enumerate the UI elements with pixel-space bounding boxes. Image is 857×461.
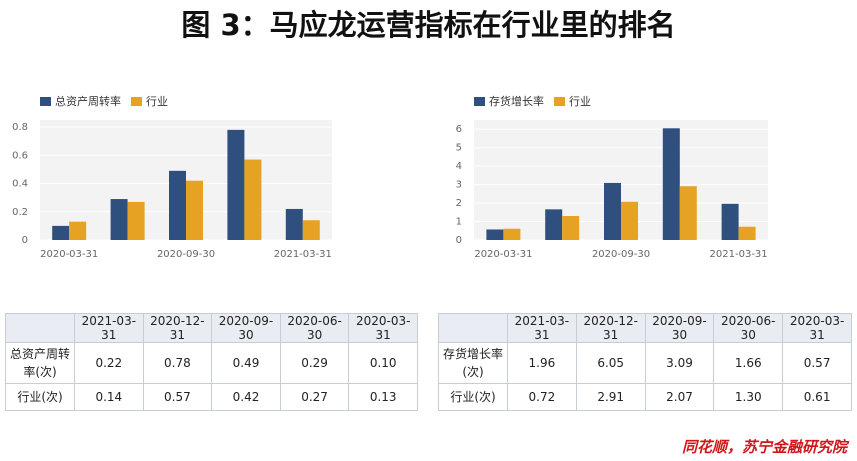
table-cell: 0.78 <box>142 342 213 384</box>
y-tick-label: 1 <box>456 217 462 228</box>
header-cell: 2020-09-30 <box>211 313 281 343</box>
legend-label: 总资产周转率 <box>55 94 121 108</box>
legend-swatch <box>554 97 565 106</box>
row-label: 总资产周转率(次) <box>5 342 75 384</box>
bar <box>486 229 504 240</box>
table-cell: 0.57 <box>782 342 852 384</box>
header-cell: 2020-09-30 <box>644 313 715 343</box>
bar <box>604 182 621 240</box>
corner-cell <box>5 313 75 343</box>
y-tick-label: 6 <box>456 124 462 135</box>
y-tick-label: 0.4 <box>12 179 28 190</box>
table-cell: 6.05 <box>575 342 646 384</box>
bar <box>503 228 521 240</box>
legend-label: 行业 <box>146 95 168 108</box>
x-tick-label: 2021-03-31 <box>710 249 768 260</box>
x-tick-label: 2020-03-31 <box>474 249 532 260</box>
header-cell: 2021-03-31 <box>507 313 577 343</box>
bar <box>169 170 186 240</box>
table-cell: 0.29 <box>279 342 350 384</box>
bar <box>302 220 320 240</box>
bar <box>621 201 638 240</box>
table-cell: 2.91 <box>575 383 646 411</box>
table-cell: 0.61 <box>782 383 852 411</box>
y-tick-label: 5 <box>456 143 462 154</box>
chart: 0 0.2 0.4 0.6 0.8 总资产周转率 行业 2020-03-31 2020-09-3… <box>12 94 768 260</box>
legend-label: 存货增长率 <box>489 94 544 108</box>
table-cell: 0.49 <box>211 342 281 384</box>
table-cell: 0.57 <box>142 383 213 411</box>
row-label: 行业(次) <box>5 383 75 411</box>
table-cell: 1.96 <box>507 342 577 384</box>
header-cell: 2020-03-31 <box>348 313 418 343</box>
bar <box>127 201 145 240</box>
x-tick-label: 2020-09-30 <box>592 249 650 260</box>
table-cell: 1.30 <box>713 383 784 411</box>
y-tick-label: 0.2 <box>12 207 28 218</box>
y-tick-label: 4 <box>456 161 462 172</box>
header-row: 2021-03-31 2020-12-31 2020-09-30 2020-06-30… <box>438 313 852 343</box>
y-tick-label: 0 <box>22 235 28 246</box>
table-row: 行业(次) 0.72 2.91 2.07 1.30 0.61 <box>438 383 852 411</box>
table-cell: 0.27 <box>279 383 350 411</box>
bar <box>721 203 739 240</box>
bar <box>679 186 697 240</box>
table-cell: 0.22 <box>74 342 144 384</box>
x-tick-label: 2020-09-30 <box>157 249 215 260</box>
bar <box>52 225 70 240</box>
bar <box>545 209 563 240</box>
legend-swatch <box>474 97 485 106</box>
bar <box>285 208 303 240</box>
x-tick-label: 2020-03-31 <box>40 249 98 260</box>
table-row: 总资产周转率(次) 0.22 0.78 0.49 0.29 0.10 <box>5 342 418 384</box>
table-cell: 0.72 <box>507 383 577 411</box>
legend-swatch <box>131 97 142 106</box>
bar <box>738 226 756 240</box>
legend-label: 行业 <box>569 95 591 108</box>
table-cell: 0.42 <box>211 383 281 411</box>
header-cell: 2020-12-31 <box>142 313 213 343</box>
bar <box>244 159 262 240</box>
header-cell: 2020-06-30 <box>279 313 350 343</box>
table-cell: 3.09 <box>644 342 715 384</box>
bar <box>186 180 203 240</box>
y-tick-label: 0.8 <box>12 122 28 133</box>
header-cell: 2020-12-31 <box>575 313 646 343</box>
bar <box>227 129 245 240</box>
table-cell: 0.10 <box>348 342 418 384</box>
corner-cell <box>438 313 508 343</box>
data-table: 2021-03-31 2020-12-31 2020-09-30 2020-06-30… <box>438 313 852 411</box>
x-tick-label: 2021-03-31 <box>274 249 332 260</box>
header-row: 2021-03-31 2020-12-31 2020-09-30 2020-06-30… <box>5 313 418 343</box>
table-row: 行业(次) 0.14 0.57 0.42 0.27 0.13 <box>5 383 418 411</box>
page-title: 图 3：马应龙运营指标在行业里的排名 <box>181 8 676 42</box>
y-tick-label: 2 <box>456 198 462 209</box>
table-row: 存货增长率(次) 1.96 6.05 3.09 1.66 0.57 <box>438 342 852 384</box>
table-cell: 1.66 <box>713 342 784 384</box>
y-tick-label: 0.6 <box>12 150 28 161</box>
header-cell: 2020-03-31 <box>782 313 852 343</box>
data-table: 2021-03-31 2020-12-31 2020-09-30 2020-06-30… <box>5 313 418 411</box>
table-cell: 0.14 <box>74 383 144 411</box>
bar <box>69 221 87 240</box>
row-label: 存货增长率(次) <box>438 342 508 384</box>
legend-swatch <box>40 97 51 106</box>
bar <box>662 128 680 240</box>
header-cell: 2021-03-31 <box>74 313 144 343</box>
header-cell: 2020-06-30 <box>713 313 784 343</box>
source: 同花顺，苏宁金融研究院 <box>681 438 847 456</box>
bar <box>110 199 128 240</box>
bar <box>562 216 580 240</box>
table-cell: 2.07 <box>644 383 715 411</box>
table-cell: 0.13 <box>348 383 418 411</box>
y-tick-label: 3 <box>456 180 462 191</box>
y-tick-label: 0 <box>456 235 462 246</box>
row-label: 行业(次) <box>438 383 508 411</box>
